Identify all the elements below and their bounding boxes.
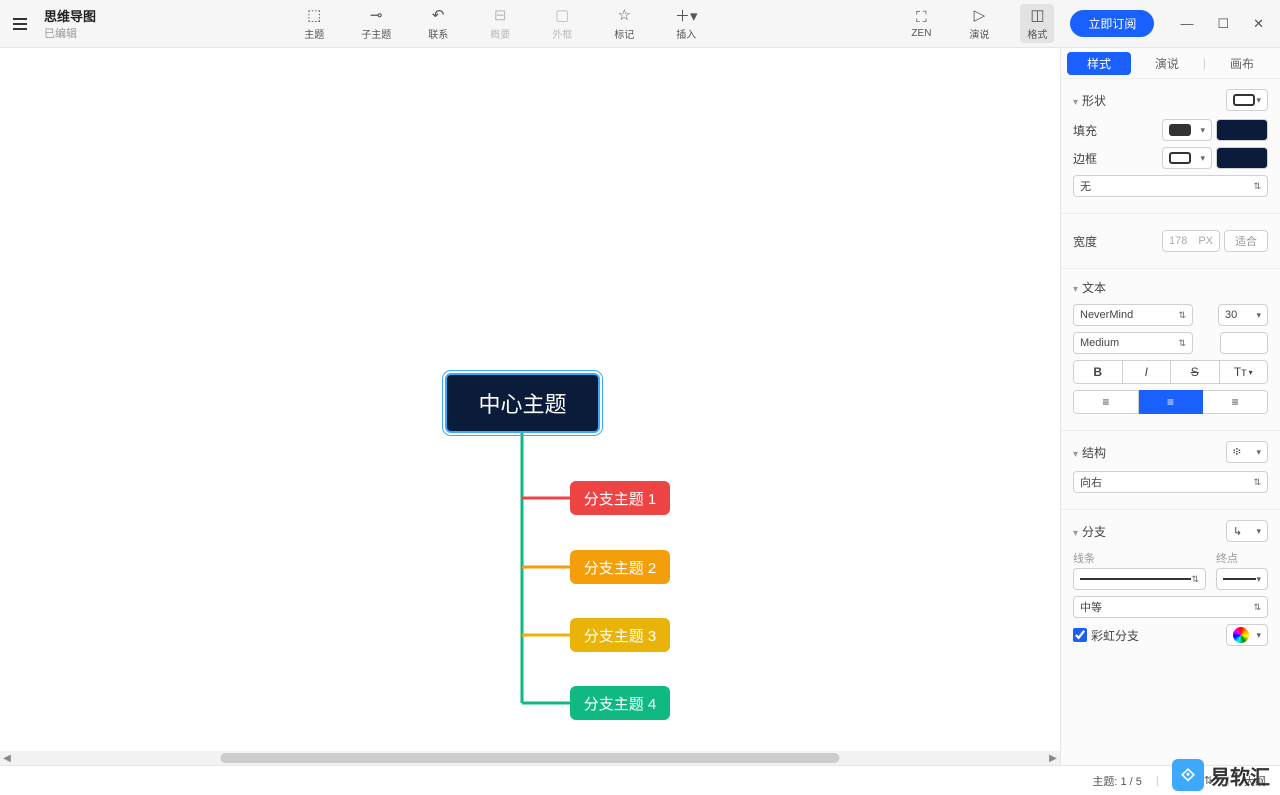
border-color[interactable] <box>1216 147 1268 169</box>
toolbar-格式[interactable]: ◫格式 <box>1020 4 1054 43</box>
branch-topic-2[interactable]: 分支主题 2 <box>570 550 670 584</box>
branch-style-select[interactable]: ↳▾ <box>1226 520 1268 542</box>
watermark-icon: ⟐ <box>1172 759 1204 791</box>
line-sublabel: 线条 <box>1073 550 1206 566</box>
border-label: 边框 <box>1073 150 1097 167</box>
tab-present[interactable]: 演说 <box>1135 52 1199 75</box>
hamburger-icon <box>13 18 27 30</box>
strike-button[interactable]: S <box>1171 360 1220 384</box>
minimize-button[interactable]: — <box>1180 16 1193 32</box>
status-bar: 主题: 1 / 5 | 100% ⇅ | 大纲 <box>0 765 1280 795</box>
topic-count: 主题: 1 / 5 <box>1092 773 1142 789</box>
width-label: 宽度 <box>1073 233 1097 250</box>
format-sidebar: 样式 演说 | 画布 ▾形状 ▾ 填充 ▾ 边框 ▾ <box>1060 48 1280 765</box>
maximize-button[interactable]: ☐ <box>1217 16 1229 32</box>
branch-topic-1[interactable]: 分支主题 1 <box>570 481 670 515</box>
toolbar-主题[interactable]: ⬚主题 <box>297 6 331 41</box>
branch-topic-3[interactable]: 分支主题 3 <box>570 618 670 652</box>
watermark-logo: ⟐ 易软汇 <box>1172 759 1270 791</box>
branch-topic-4[interactable]: 分支主题 4 <box>570 686 670 720</box>
toolbar-插入[interactable]: ＋▾插入 <box>669 6 703 41</box>
rainbow-checkbox[interactable] <box>1073 628 1087 642</box>
subscribe-button[interactable]: 立即订阅 <box>1070 10 1154 37</box>
align-left-button[interactable]: ≡ <box>1073 390 1139 414</box>
direction-select[interactable]: 向右⇅ <box>1073 471 1268 493</box>
rainbow-label: 彩虹分支 <box>1091 627 1139 644</box>
shape-preview-icon <box>1233 94 1255 106</box>
align-center-button[interactable]: ≡ <box>1139 390 1204 414</box>
toolbar-子主题[interactable]: ⊸子主题 <box>359 6 393 41</box>
toolbar-外框: ▢外框 <box>545 6 579 41</box>
toolbar-ZEN[interactable]: ⛶ZEN <box>904 8 938 39</box>
doc-title: 思维导图 <box>44 6 96 25</box>
border-style-select[interactable]: ▾ <box>1162 147 1212 169</box>
width-input[interactable]: 178PX <box>1162 230 1220 252</box>
tab-style[interactable]: 样式 <box>1067 52 1131 75</box>
title-block: 思维导图 已编辑 <box>44 6 96 41</box>
shape-style-select[interactable]: ▾ <box>1226 89 1268 111</box>
toolbar-联系[interactable]: ↶联系 <box>421 6 455 41</box>
menu-button[interactable] <box>0 0 40 47</box>
branch-icon: ↳ <box>1233 525 1242 538</box>
fit-button[interactable]: 适合 <box>1224 230 1268 252</box>
font-weight-select[interactable]: Medium⇅ <box>1073 332 1193 354</box>
align-right-button[interactable]: ≡ <box>1203 390 1268 414</box>
font-family-select[interactable]: NeverMind⇅ <box>1073 304 1193 326</box>
toolbar-演说[interactable]: ▷演说 <box>962 6 996 41</box>
line-style-select[interactable]: ⇅ <box>1073 568 1206 590</box>
bold-button[interactable]: B <box>1073 360 1123 384</box>
shadow-select[interactable]: 无⇅ <box>1073 175 1268 197</box>
central-topic[interactable]: 中心主题 <box>445 373 600 433</box>
structure-icon-select[interactable]: ፨▾ <box>1226 441 1268 463</box>
fill-color[interactable] <box>1216 119 1268 141</box>
fill-label: 填充 <box>1073 122 1097 139</box>
font-color[interactable] <box>1220 332 1268 354</box>
doc-subtitle: 已编辑 <box>44 25 96 41</box>
canvas[interactable]: 中心主题分支主题 1 分支主题 2 分支主题 3 分支主题 4 <box>0 48 1060 765</box>
end-sublabel: 终点 <box>1216 550 1268 566</box>
section-structure[interactable]: ▾结构 ፨▾ <box>1073 441 1268 463</box>
line-thickness-select[interactable]: 中等⇅ <box>1073 596 1268 618</box>
rainbow-color-select[interactable]: ▾ <box>1226 624 1268 646</box>
font-size-select[interactable]: 30▾ <box>1218 304 1268 326</box>
section-shape[interactable]: ▾形状 ▾ <box>1073 89 1268 111</box>
structure-icon: ፨ <box>1233 446 1241 459</box>
line-end-select[interactable]: ▾ <box>1216 568 1268 590</box>
tab-canvas[interactable]: 画布 <box>1210 52 1274 75</box>
toolbar-标记[interactable]: ☆标记 <box>607 6 641 41</box>
close-button[interactable]: ✕ <box>1253 16 1264 32</box>
toolbar-概要: ⊟概要 <box>483 6 517 41</box>
fill-style-select[interactable]: ▾ <box>1162 119 1212 141</box>
section-text[interactable]: ▾文本 <box>1073 279 1268 296</box>
h-scrollbar[interactable]: ◀ ▶ <box>0 751 1060 765</box>
italic-button[interactable]: I <box>1123 360 1172 384</box>
section-branch[interactable]: ▾分支 ↳▾ <box>1073 520 1268 542</box>
case-button[interactable]: Tᴛ ▾ <box>1220 360 1269 384</box>
rainbow-icon <box>1233 627 1249 643</box>
